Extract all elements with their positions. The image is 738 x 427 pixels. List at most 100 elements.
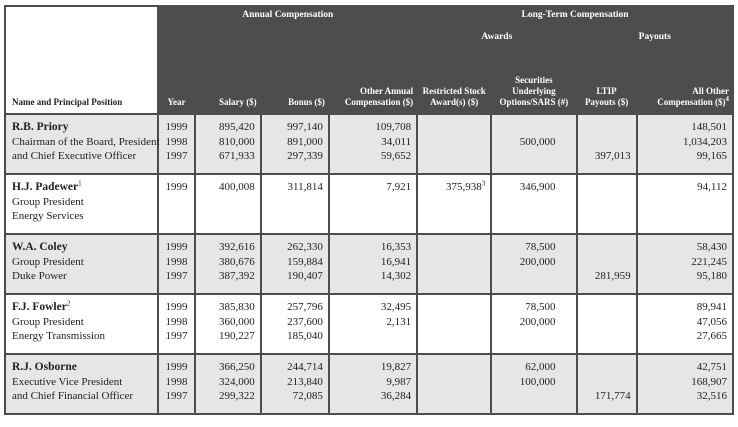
value [583,315,631,330]
value: 375,9383 [423,180,485,195]
name-cell: R.B. Priory Chairman of the Board, Presid… [6,115,160,173]
value-cell: 895,420 810,000 671,933 [195,115,260,173]
value: 19,827 [380,361,412,373]
column-header: Salary ($) [218,97,257,107]
value: 200,000 [519,255,556,268]
value: 27,665 [696,330,727,342]
value: 810,000 [218,135,255,148]
value [423,360,485,375]
value-cell: 109,708 34,011 59,652 [329,115,417,173]
footnote-mark: 4 [725,95,730,103]
value: 500,000 [519,135,556,148]
value [497,329,555,344]
value: 7,921 [386,181,412,193]
value: 895,420 [218,121,255,133]
position-title: Energy Transmission [12,330,106,342]
value-cell: 16,353 16,941 14,302 [329,235,417,293]
value: 244,714 [287,361,323,373]
value: 16,353 [380,241,412,253]
year-cell: 1999 1998 1997 [159,115,194,173]
value: 671,933 [218,150,255,162]
executive-name: R.J. Osborne [12,361,77,373]
value-cell: 281,959 [577,235,636,293]
value: 190,227 [218,330,255,342]
value [423,149,485,164]
value: 89,941 [696,301,727,313]
executive-name: R.B. Priory [12,121,69,133]
group-header: Annual Compensation [242,10,334,20]
value [497,389,555,404]
value: 95,180 [696,270,727,282]
value: 221,245 [691,255,727,268]
value-cell: 7,921 [329,175,417,233]
value: 78,500 [525,241,556,253]
value: 62,000 [525,361,556,373]
value-cell: 385,830 360,000 190,227 [195,295,260,353]
value: 997,140 [287,121,323,133]
value-cell: 997,140 891,000 297,339 [261,115,328,173]
value-cell: 244,714 213,840 72,085 [261,355,328,413]
value-cell: 78,500 200,000 [492,295,576,353]
value: 42,751 [696,361,727,373]
value: 36,284 [380,390,412,402]
position-title: Executive Vice President [12,375,123,388]
year: 1999 [165,181,188,193]
value-cell: 78,500 200,000 [492,235,576,293]
value [583,300,631,315]
value-cell: 58,430 221,245 95,180 [637,235,732,293]
name-cell: W.A. Coley Group President Duke Power [6,235,158,293]
value-cell: 392,616 380,676 387,392 [195,235,260,293]
value [423,315,485,330]
value [335,329,411,344]
year-cell: 1999 1998 1997 [159,355,194,413]
value [583,375,631,390]
executive-row: R.B. Priory Chairman of the Board, Presid… [6,115,732,173]
value-cell: 257,796 237,600 185,040 [261,295,328,353]
name-line: R.J. Osborne [12,360,152,375]
position-title: and Chief Financial Officer [12,390,134,402]
value: 297,339 [287,150,323,162]
position-title: Group President [12,195,84,208]
value: 213,840 [287,375,323,388]
year: 1997 [165,390,188,402]
value: 400,008 [218,181,255,193]
value-cell: 397,013 [577,115,636,173]
value: 366,250 [218,361,255,373]
value: 324,000 [218,375,255,388]
value [423,120,485,135]
year: 1997 [165,270,188,282]
position-title: and Chief Executive Officer [12,150,137,162]
value-cell: 42,751 168,907 32,516 [637,355,732,413]
compensation-table: Name and Principal Position Annual Compe… [4,5,734,415]
value [583,255,631,270]
value-cell [418,295,491,353]
value [423,389,485,404]
value-cell: 171,774 [577,355,636,413]
value-cell: 400,008 [195,175,260,233]
year: 1998 [165,255,188,268]
value: 385,830 [218,301,255,313]
value: 34,011 [381,135,412,148]
value: 78,500 [525,301,556,313]
position-title: Group President [12,255,84,268]
value: 387,392 [218,270,255,282]
executive-name: W.A. Coley [12,241,68,253]
table: Name and Principal Position Annual Compe… [4,5,734,415]
value [423,240,485,255]
value: 148,501 [691,121,727,133]
value: 360,000 [218,315,255,328]
value: 94,112 [697,181,727,193]
value [497,149,555,164]
value-cell: 375,9383 [418,175,491,233]
value-cell: 32,495 2,131 [329,295,417,353]
year-cell: 1999 1998 1997 [159,295,194,353]
column-header: All Other Compensation ($)4 [638,53,732,113]
value-cell [418,115,491,173]
value: 100,000 [519,375,556,388]
year-cell: 1999 [159,175,194,233]
year: 1999 [165,361,188,373]
year: 1998 [165,135,188,148]
column-header: Bonus ($) [288,97,325,107]
value [497,269,555,284]
